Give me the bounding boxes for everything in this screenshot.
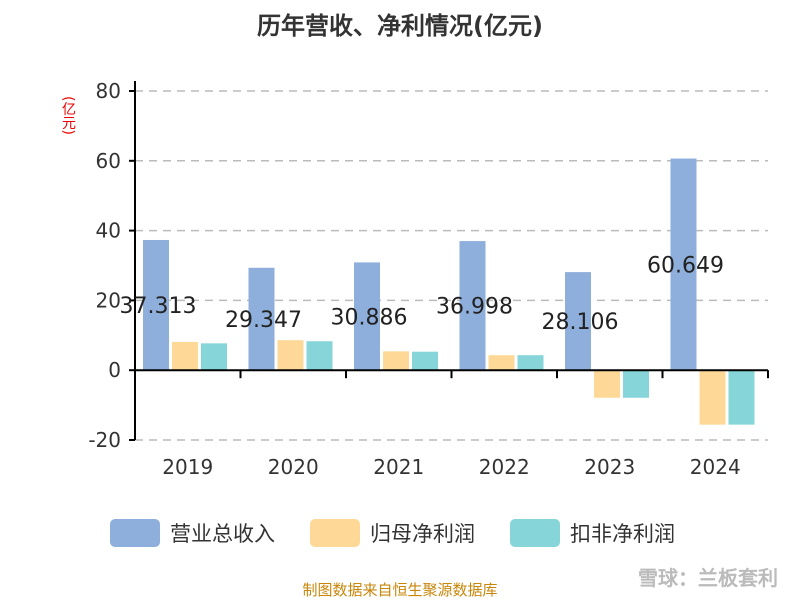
bar [699,370,726,425]
x-tick-label: 2019 [162,455,213,479]
bar [201,343,227,371]
legend-swatch [110,519,160,547]
y-tick-label: 60 [96,149,121,173]
data-label: 36.998 [436,295,513,320]
legend-item-deducted-profit[interactable]: 扣非净利润 [510,518,675,548]
x-tick-label: 2023 [584,455,635,479]
data-label: 60.649 [647,253,724,278]
legend-label: 营业总收入 [170,522,275,546]
watermark: 雪球：兰板套利 [638,566,778,590]
x-tick-label: 2022 [479,455,530,479]
source-footer: 制图数据来自恒生聚源数据库 [302,581,498,599]
y-tick-label: 40 [96,219,121,243]
legend-item-net-profit[interactable]: 归母净利润 [310,518,475,548]
legend-swatch [310,519,360,547]
bar [248,267,275,371]
legend-label: 归母净利润 [370,522,475,546]
bar [412,351,438,371]
data-label: 29.347 [225,308,302,333]
bar [383,351,409,371]
y-tick-label: 80 [96,79,121,103]
x-tick-label: 2021 [373,455,424,479]
bar [728,370,755,425]
bar [594,370,620,398]
data-label: 37.313 [120,294,197,319]
legend-swatch [510,519,560,547]
bar [143,239,169,371]
y-tick-label: -20 [88,428,121,452]
legend-item-revenue[interactable]: 营业总收入 [110,518,275,548]
bar [172,341,198,371]
data-label: 28.106 [542,310,619,335]
x-tick-label: 2020 [268,455,319,479]
bar [623,370,649,398]
legend-label: 扣非净利润 [570,522,675,546]
y-tick-label: 20 [96,288,121,312]
y-axis-label: (亿元) [60,96,76,135]
chart-title: 历年营收、净利情况(亿元) [257,12,543,40]
bar [277,340,304,371]
bar [488,355,515,371]
y-tick-label: 0 [108,358,121,382]
bar [670,158,697,371]
bar [565,272,591,371]
bar [306,341,333,371]
bar [517,355,544,371]
data-label: 30.886 [331,305,408,330]
x-tick-label: 2024 [690,455,741,479]
bar [354,262,380,371]
bar [459,241,486,371]
